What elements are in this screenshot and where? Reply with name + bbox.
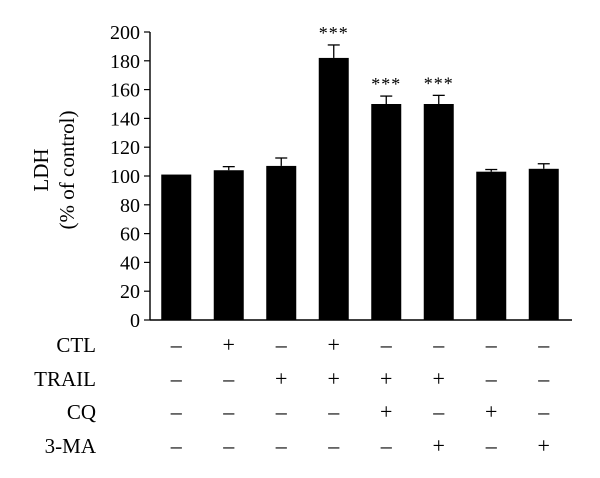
bar xyxy=(371,104,402,320)
condition-mark: – xyxy=(275,399,288,424)
y-tick-label: 100 xyxy=(110,166,140,188)
bar xyxy=(476,171,507,320)
y-tick-label: 80 xyxy=(120,195,140,217)
condition-mark: – xyxy=(380,433,393,458)
condition-mark: + xyxy=(380,399,392,424)
condition-label: CTL xyxy=(56,333,96,357)
y-axis-title-line2: (% of control) xyxy=(55,111,79,230)
bar xyxy=(213,170,244,320)
y-tick-label: 40 xyxy=(120,252,140,274)
bar xyxy=(161,174,192,320)
condition-mark: – xyxy=(170,433,183,458)
bars: *** *** *** xyxy=(161,23,559,321)
y-tick-label: 160 xyxy=(110,80,140,102)
condition-mark: – xyxy=(485,332,498,357)
y-tick-label: 180 xyxy=(110,51,140,73)
condition-mark: – xyxy=(537,399,550,424)
condition-mark: – xyxy=(222,366,235,391)
condition-mark: – xyxy=(222,399,235,424)
y-tick-label: 200 xyxy=(110,22,140,44)
y-axis-title: LDH (% of control) xyxy=(29,111,79,230)
condition-mark: + xyxy=(328,332,340,357)
condition-mark: – xyxy=(537,366,550,391)
y-tick-label: 120 xyxy=(110,137,140,159)
condition-mark: – xyxy=(537,332,550,357)
condition-mark: + xyxy=(485,399,497,424)
bar xyxy=(423,104,454,320)
y-tick-label: 0 xyxy=(130,310,140,332)
y-axis-title-line1: LDH xyxy=(29,148,53,191)
significance-label: *** xyxy=(424,73,454,93)
y-tick-label: 140 xyxy=(110,108,140,130)
condition-mark: – xyxy=(327,399,340,424)
condition-mark: + xyxy=(380,366,392,391)
condition-mark: – xyxy=(275,332,288,357)
condition-label: 3-MA xyxy=(45,434,97,458)
condition-mark: – xyxy=(275,433,288,458)
condition-mark: + xyxy=(275,366,287,391)
y-tick-label: 20 xyxy=(120,281,140,303)
condition-label: CQ xyxy=(67,400,96,424)
bar xyxy=(318,57,349,321)
condition-mark: – xyxy=(222,433,235,458)
condition-mark: – xyxy=(170,399,183,424)
condition-mark: + xyxy=(223,332,235,357)
condition-mark: + xyxy=(433,366,445,391)
condition-table: CTL – + – + – – – – TRAIL – – + + + + – – CQ – – – – + – + – 3-MA – –… xyxy=(34,332,550,458)
bar xyxy=(528,168,559,320)
condition-mark: – xyxy=(380,332,393,357)
significance-label: *** xyxy=(371,74,401,94)
condition-mark: – xyxy=(432,399,445,424)
condition-mark: – xyxy=(432,332,445,357)
condition-mark: + xyxy=(538,433,550,458)
condition-mark: – xyxy=(485,433,498,458)
y-tick-label: 60 xyxy=(120,224,140,246)
axes: 0 20 40 60 80 100 120 140 160 180 200 xyxy=(110,22,572,332)
condition-mark: + xyxy=(328,366,340,391)
bar xyxy=(266,165,297,320)
condition-mark: – xyxy=(327,433,340,458)
condition-mark: + xyxy=(433,433,445,458)
condition-mark: – xyxy=(170,366,183,391)
condition-mark: – xyxy=(170,332,183,357)
condition-label: TRAIL xyxy=(34,367,96,391)
condition-mark: – xyxy=(485,366,498,391)
significance-label: *** xyxy=(319,23,349,43)
